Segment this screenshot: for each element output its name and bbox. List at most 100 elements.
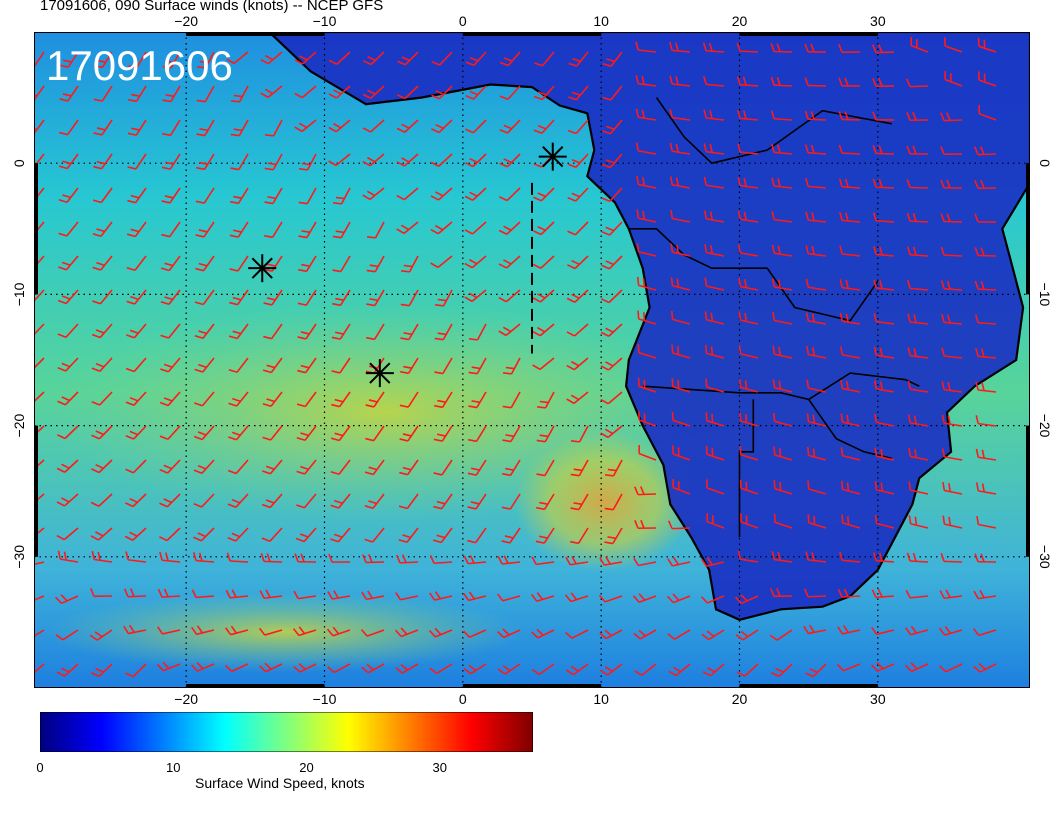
wind-barb xyxy=(91,357,113,373)
wind-barb xyxy=(463,663,487,675)
lon-tick-label-bottom: −20 xyxy=(174,691,198,707)
wind-barb xyxy=(600,391,623,405)
wind-barb xyxy=(705,412,725,427)
wind-barb xyxy=(566,255,589,270)
wind-barb xyxy=(671,411,691,427)
wind-barb xyxy=(565,629,589,639)
wind-barb xyxy=(430,255,453,269)
wind-barb xyxy=(838,111,861,121)
wind-barb xyxy=(941,347,963,359)
wind-barb xyxy=(298,153,317,171)
wind-barb xyxy=(434,357,453,375)
wind-barb xyxy=(739,479,759,495)
wind-barb xyxy=(737,109,759,121)
frame-segment xyxy=(186,684,325,688)
wind-barb xyxy=(941,381,963,393)
wind-barb xyxy=(431,85,453,100)
wind-barb xyxy=(395,554,419,564)
wind-barb xyxy=(532,357,555,371)
wind-barb xyxy=(464,255,487,269)
wind-barb xyxy=(975,415,997,427)
wind-barb xyxy=(672,445,691,461)
wind-barb xyxy=(906,145,929,155)
wind-barb xyxy=(56,663,79,677)
wind-barb xyxy=(467,527,487,544)
wind-barb xyxy=(91,391,113,406)
wind-barb xyxy=(295,527,317,543)
wind-barb xyxy=(638,411,657,427)
wind-barb xyxy=(804,43,827,53)
wind-barb xyxy=(974,179,997,190)
coast-segment xyxy=(1029,484,1030,492)
wind-barb xyxy=(737,244,759,257)
wind-barb xyxy=(873,279,895,291)
wind-barb xyxy=(366,323,385,341)
wind-barb xyxy=(872,212,895,223)
wind-barb xyxy=(91,323,113,339)
wind-barb xyxy=(90,663,113,678)
wind-barb xyxy=(262,357,283,374)
wind-barb xyxy=(194,323,215,340)
frame-segment xyxy=(34,163,38,295)
wind-barb xyxy=(124,527,147,541)
wind-barb xyxy=(497,555,521,565)
wind-barb xyxy=(633,629,657,640)
wind-barb xyxy=(602,51,623,68)
wind-barb xyxy=(939,663,963,673)
wind-barb xyxy=(399,425,419,442)
wind-barb xyxy=(362,85,385,99)
wind-barb xyxy=(702,42,725,53)
wind-barb xyxy=(396,85,419,100)
wind-barb xyxy=(195,255,215,272)
wind-barb xyxy=(532,289,555,303)
wind-barb xyxy=(566,289,589,303)
wind-barb xyxy=(296,459,317,475)
wind-barb xyxy=(366,289,385,307)
wind-barb xyxy=(55,629,79,641)
frame-segment xyxy=(462,32,602,36)
wind-barb xyxy=(465,51,487,67)
wind-barb xyxy=(773,480,793,495)
wind-barb xyxy=(161,221,181,238)
axis-labels: −20 −20 −10 −10 0 0 10 10 20 20 30 30 0 0 −10 −10 −20 −20… xyxy=(11,13,1053,707)
wind-barb xyxy=(599,556,623,566)
wind-barb xyxy=(536,425,555,443)
wind-barb xyxy=(156,661,181,672)
wind-barb xyxy=(90,459,113,474)
wind-barb xyxy=(430,187,453,201)
lon-tick-label-top: −10 xyxy=(313,13,337,29)
wind-barb xyxy=(462,629,487,638)
wind-barb xyxy=(468,323,487,341)
wind-barb xyxy=(704,277,725,291)
wind-barb xyxy=(258,627,283,636)
wind-barb xyxy=(330,425,351,442)
wind-barb xyxy=(326,626,351,637)
wind-barb xyxy=(264,153,283,171)
wind-barb xyxy=(192,552,215,563)
wind-barb xyxy=(704,344,725,359)
lat-tick-label-left: 0 xyxy=(11,159,27,167)
wind-barb xyxy=(34,51,45,68)
wind-barb xyxy=(906,212,929,223)
wind-barb xyxy=(497,663,521,675)
wind-barb xyxy=(637,310,657,325)
wind-barb xyxy=(34,85,45,102)
wind-barb xyxy=(94,51,113,69)
wind-barb xyxy=(91,425,113,440)
wind-barb xyxy=(498,221,521,235)
lat-tick-label-right: −30 xyxy=(1037,545,1053,569)
wind-barb xyxy=(600,425,623,439)
wind-barb xyxy=(58,221,79,237)
wind-barb xyxy=(127,153,147,170)
wind-barb xyxy=(57,357,79,372)
wind-barb xyxy=(978,71,997,87)
wind-barb xyxy=(570,527,589,545)
wind-barb xyxy=(364,459,385,476)
wind-barb xyxy=(365,425,385,442)
wind-barb xyxy=(128,85,147,103)
wind-barb xyxy=(361,590,385,601)
wind-barb xyxy=(703,109,725,121)
wind-barb xyxy=(941,448,963,461)
wind-barb xyxy=(34,119,45,135)
wind-barb xyxy=(293,663,317,673)
